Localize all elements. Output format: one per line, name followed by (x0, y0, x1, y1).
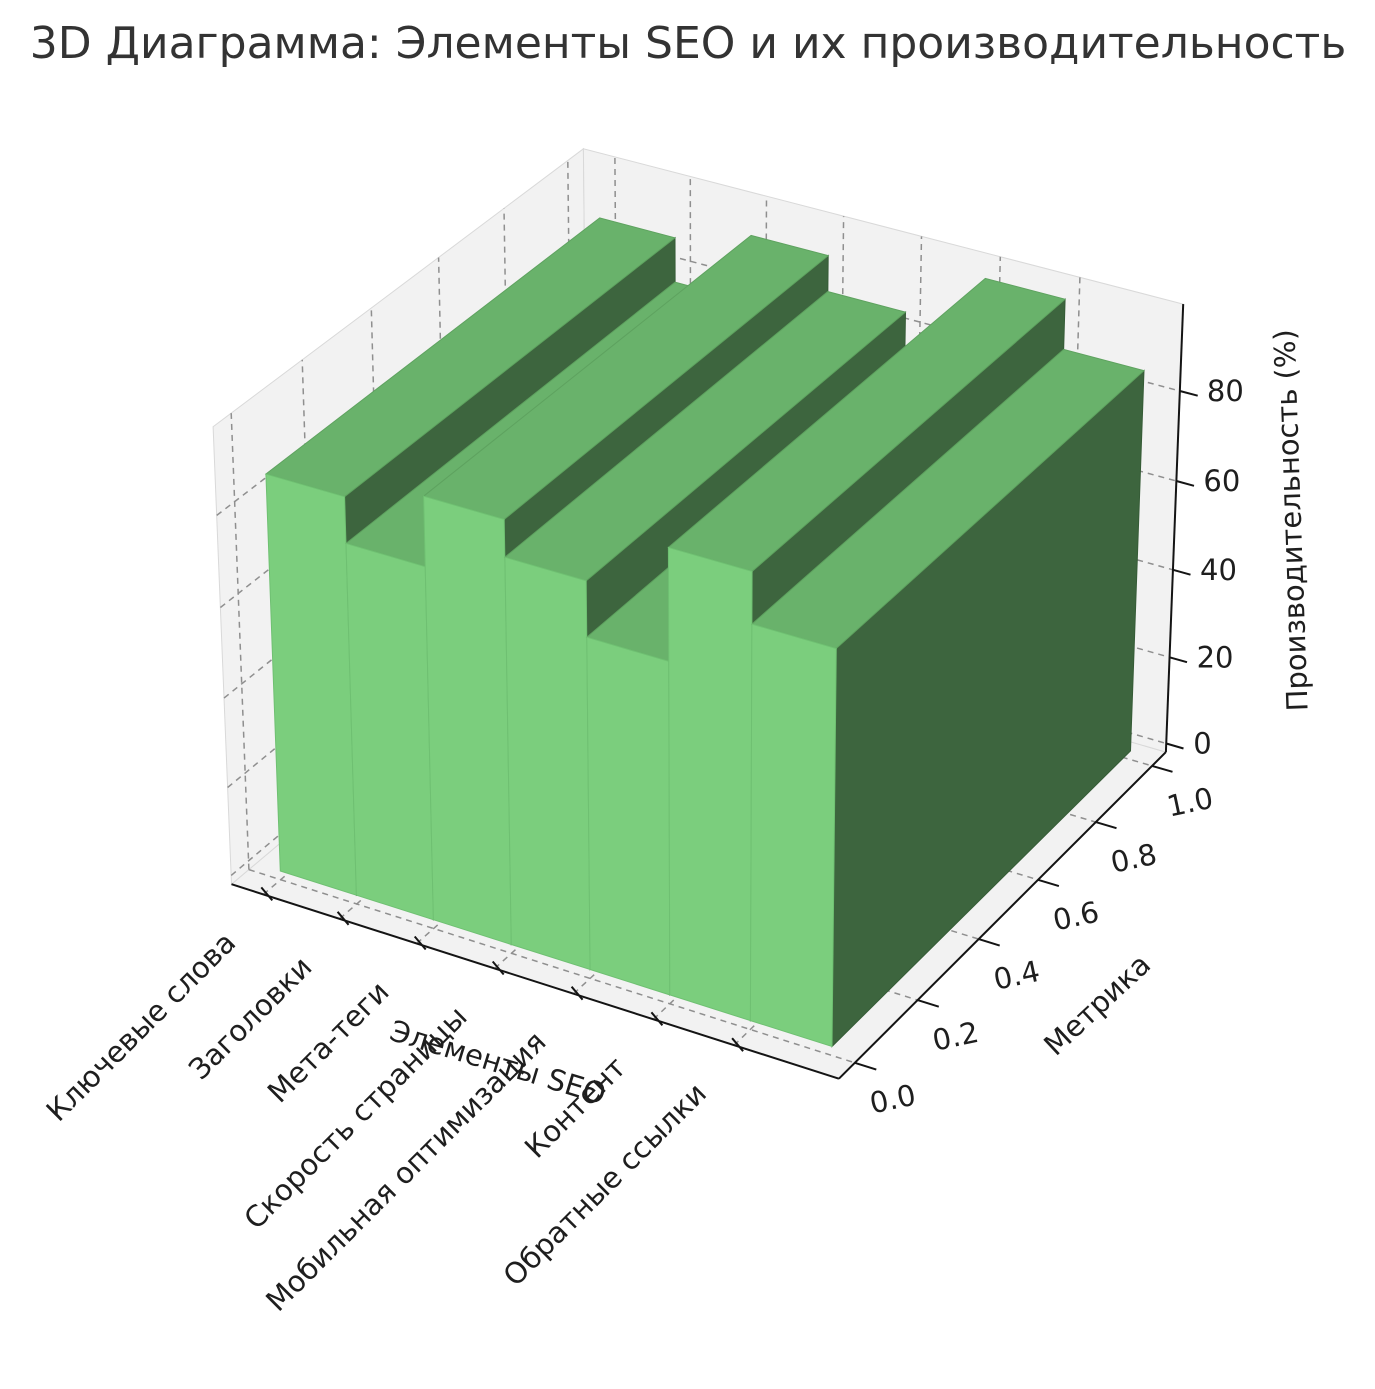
x-tick-mark (413, 935, 427, 951)
y-gridline-left-wall (567, 160, 574, 597)
x-tick-label: Ключевые слова (40, 925, 243, 1128)
bar-front-face (667, 546, 753, 1022)
y-tick-label: 0.0 (867, 1078, 919, 1121)
z-tick-label: 40 (1200, 553, 1237, 587)
y-tick-label: 0.6 (1050, 895, 1102, 938)
y-tick-mark (917, 999, 940, 1008)
y-tick-label: 0.8 (1108, 837, 1160, 880)
z-tick-label: 80 (1207, 374, 1244, 408)
y-axis-line (838, 751, 1167, 1080)
y-tick-mark (1037, 878, 1060, 888)
y-tick-label: 1.0 (1164, 781, 1216, 824)
bar-front-face (504, 556, 591, 971)
z-tick-label: 0 (1193, 727, 1211, 761)
y-axis-label: Метрика (1037, 947, 1157, 1062)
bar-front-face (345, 542, 434, 921)
y-tick-mark (854, 1061, 877, 1071)
z-axis-label: Производительность (%) (1267, 329, 1314, 712)
z-tick-mark (1166, 742, 1184, 750)
y-tick-label: 0.2 (929, 1015, 981, 1058)
x-tick-mark (491, 960, 505, 976)
z-tick-mark (1169, 656, 1188, 664)
x-gridline-back-wall (689, 176, 692, 615)
bar-front-face (423, 495, 512, 946)
z-tick-mark (1172, 568, 1191, 576)
y-gridline-floor (248, 868, 856, 1064)
x-tick-mark (260, 886, 274, 902)
x-tick-mark (336, 911, 350, 926)
z-axis-line (1164, 304, 1185, 753)
x-tick-mark (570, 986, 584, 1001)
bar-group (264, 217, 1146, 1048)
z-tick-mark (1179, 390, 1198, 397)
bar-front-face (749, 623, 837, 1048)
y-tick-mark (1151, 764, 1173, 773)
bar-front-face (265, 473, 357, 896)
chart-title: 3D Диаграмма: Элементы SEO и их производ… (30, 18, 1347, 69)
x-tick-mark (731, 1037, 744, 1052)
z-tick-label: 20 (1197, 640, 1234, 674)
x-tick-label: Обратные ссылки (496, 1076, 713, 1293)
y-tick-mark (978, 938, 1000, 947)
axis-group (231, 304, 1198, 1080)
z-tick-mark (1176, 480, 1195, 487)
y-tick-mark (1095, 821, 1117, 830)
bar-front-face (586, 636, 671, 996)
bar-6 (749, 348, 1146, 1048)
y-gridline-left-wall (301, 359, 318, 813)
z-tick-label: 60 (1203, 464, 1240, 498)
y-tick-label: 0.4 (991, 954, 1043, 997)
x-tick-mark (650, 1011, 664, 1026)
